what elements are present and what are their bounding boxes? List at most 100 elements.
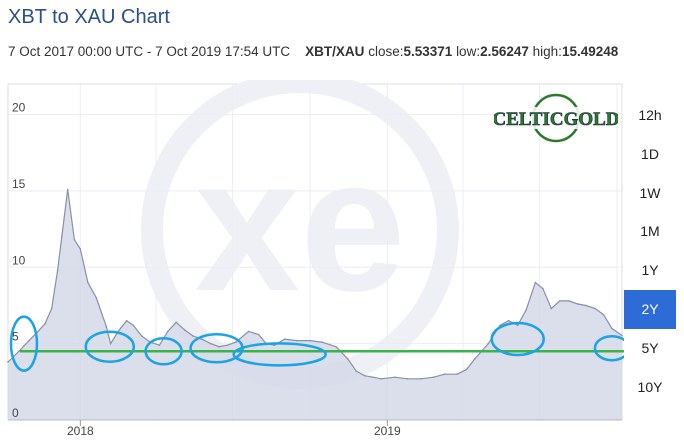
range-button-12h[interactable]: 12h [624,96,676,135]
annotation-ellipse [144,337,183,366]
series-point [28,339,30,342]
series-point [525,309,527,311]
y-tick-label: 15 [12,177,26,191]
series-point [183,329,186,331]
y-axis: 0 5 10 15 20 [12,101,26,420]
close-label: close: [368,44,404,59]
series-point [558,300,561,302]
range-button-1y[interactable]: 1Y [624,251,676,290]
high-value: 15.49248 [561,44,619,59]
series-point [320,341,323,343]
pair-label: XBT/XAU [305,44,365,59]
series-point [420,377,422,380]
series-point [73,238,76,241]
series-point [542,287,544,290]
y-tick-label: 5 [12,330,19,344]
y-tick-label: 20 [12,101,26,115]
series-point [109,342,112,345]
series-point [406,377,409,380]
range-button-10y[interactable]: 10Y [624,367,676,407]
range-button-2y[interactable]: 2Y [624,289,676,329]
series-point [257,333,260,336]
series-point [621,334,623,337]
series-point [585,304,587,307]
series-point [140,335,143,337]
series-point [79,248,82,250]
high-label: high: [532,44,562,59]
annotation-ellipse [9,315,39,372]
series-point [347,358,349,360]
series-point [167,330,169,333]
series-point [235,341,237,343]
celticgold-logo: CELTICGOLD [492,90,620,151]
low-value: 2.56247 [480,44,529,59]
series-point [516,324,519,327]
series-point [363,374,366,377]
x-tick-label: 2018 [67,424,94,438]
series-point [87,281,89,284]
series-point [44,322,46,325]
series-point [200,338,203,340]
series-point [372,376,374,379]
close-value: 5.53371 [403,44,453,59]
range-button-1d[interactable]: 1D [624,134,676,174]
series-point [355,370,358,372]
series-point [594,307,596,310]
series-point [456,373,458,375]
series-point [66,188,69,191]
series-area [8,189,622,420]
annotation-ellipse [490,321,545,357]
annotation-ellipse [84,330,136,363]
x-tick-label: 2019 [374,424,401,438]
series-point [295,339,298,342]
y-tick-label: 10 [12,253,26,267]
series-point [432,376,435,379]
series-point [50,307,53,310]
series-point [474,358,476,360]
series-point [56,269,59,272]
series-point [105,326,108,328]
series-point [507,319,510,322]
range-button-1m[interactable]: 1M [624,212,676,252]
annotation-layer [9,315,631,372]
series-point [335,345,337,348]
low-label: low: [456,44,481,59]
range-button-5y[interactable]: 5Y [624,328,676,368]
series-point [487,342,490,345]
series-point [611,327,613,330]
x-axis: 2018 2019 [8,419,622,438]
series-point [192,335,194,337]
series-point [7,361,9,363]
series-point [550,307,553,310]
series-point [394,376,396,379]
y-tick-label: 0 [12,406,19,420]
series-point [576,303,579,305]
series-point [175,321,178,324]
price-chart[interactable]: xe 0 5 10 15 20 2018 2019 [0,80,684,442]
date-range: 7 Oct 2017 00:00 UTC - 7 Oct 2019 17:54 … [8,44,291,59]
series-point [209,342,212,345]
series-point [273,344,276,346]
series-point [380,377,383,380]
series-point [226,344,229,346]
chart-title: XBT to XAU Chart [8,6,170,28]
range-button-1w[interactable]: 1W [624,173,676,213]
time-range-selector: 12h 1D 1W 1M 1Y 2Y 5Y 10Y [624,96,676,407]
series-point [465,368,468,371]
series-point [125,319,128,322]
series-point [18,350,20,353]
svg-text:CELTICGOLD: CELTICGOLD [494,109,618,130]
series-point [247,330,250,333]
chart-summary-line: 7 Oct 2017 00:00 UTC - 7 Oct 2019 17:54 … [8,44,618,59]
series-point [443,373,446,375]
series-point [309,339,311,342]
series-point [218,345,220,348]
series-point [568,300,570,302]
series-point [132,324,135,327]
series-point [283,338,286,340]
series-point [602,313,605,316]
series-point [534,281,537,284]
series-point [158,344,161,346]
annotation-ellipse [232,342,327,367]
watermark-text: xe [194,119,405,331]
